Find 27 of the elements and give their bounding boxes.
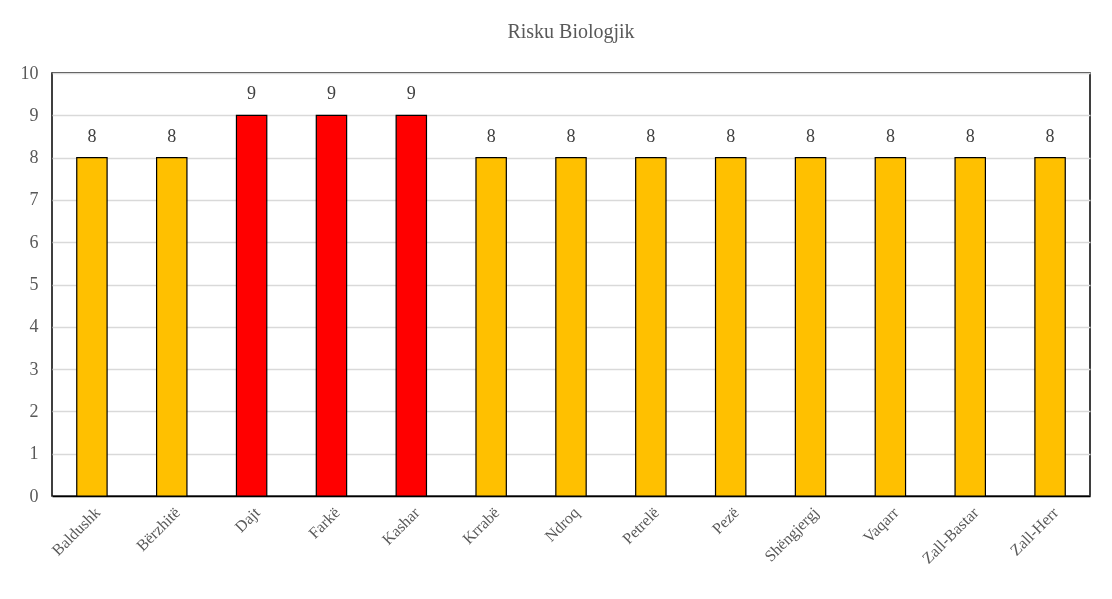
data-label: 9 <box>247 83 257 104</box>
data-label: 8 <box>726 125 736 146</box>
data-label: 8 <box>566 125 576 146</box>
data-label: 8 <box>486 125 496 146</box>
y-tick-label: 3 <box>29 358 39 379</box>
data-label: 8 <box>167 125 177 146</box>
x-tick-label: Pezë <box>708 503 743 538</box>
y-tick-label: 2 <box>29 400 39 421</box>
y-tick-label: 10 <box>20 62 39 83</box>
y-tick-label: 0 <box>29 485 39 506</box>
data-label: 8 <box>1045 125 1055 146</box>
y-tick-label: 7 <box>29 189 39 210</box>
y-tick-label: 6 <box>29 231 39 252</box>
data-label: 8 <box>885 125 895 146</box>
data-label: 8 <box>965 125 975 146</box>
chart-title: Risku Biologjik <box>507 20 635 43</box>
data-label: 8 <box>87 125 97 146</box>
y-tick-label: 9 <box>29 104 39 125</box>
data-label: 8 <box>806 125 816 146</box>
x-tick-label: Dajt <box>231 503 265 536</box>
y-tick-label: 8 <box>29 147 39 168</box>
y-tick-label: 4 <box>29 316 39 337</box>
y-tick-label: 1 <box>29 443 39 464</box>
data-label: 9 <box>406 83 416 104</box>
data-label: 9 <box>326 83 336 104</box>
y-tick-label: 5 <box>29 274 39 294</box>
data-label: 8 <box>646 125 656 146</box>
